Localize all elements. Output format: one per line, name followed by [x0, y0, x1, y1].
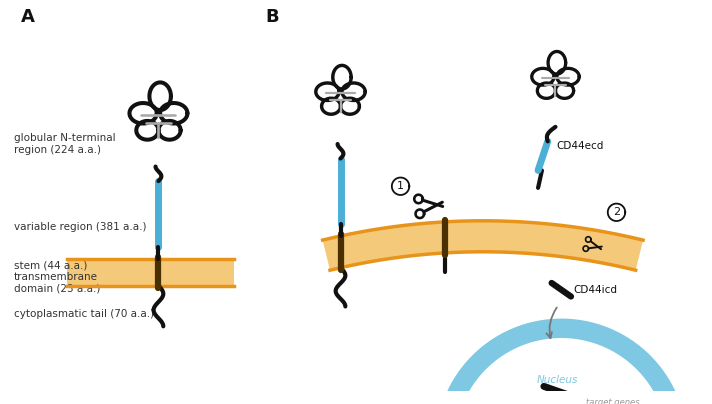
Text: 1: 1	[397, 181, 404, 191]
Text: CD44icd: CD44icd	[573, 285, 617, 295]
Text: Nucleus: Nucleus	[537, 375, 578, 385]
Text: cytoplasmatic tail (70 a.a.): cytoplasmatic tail (70 a.a.)	[14, 309, 155, 319]
Text: variable region (381 a.a.): variable region (381 a.a.)	[14, 222, 147, 231]
Text: globular N-terminal
region (224 a.a.): globular N-terminal region (224 a.a.)	[14, 133, 116, 155]
Text: 2: 2	[613, 207, 620, 217]
Text: B: B	[265, 8, 278, 26]
Bar	[68, 259, 234, 286]
Text: stem (44 a.a.): stem (44 a.a.)	[14, 260, 88, 270]
Text: transmembrane
domain (23 a.a.): transmembrane domain (23 a.a.)	[14, 272, 100, 294]
Text: target genes: target genes	[585, 398, 639, 404]
Polygon shape	[323, 221, 643, 270]
Text: CD44ecd: CD44ecd	[557, 141, 604, 151]
Text: A: A	[21, 8, 35, 26]
